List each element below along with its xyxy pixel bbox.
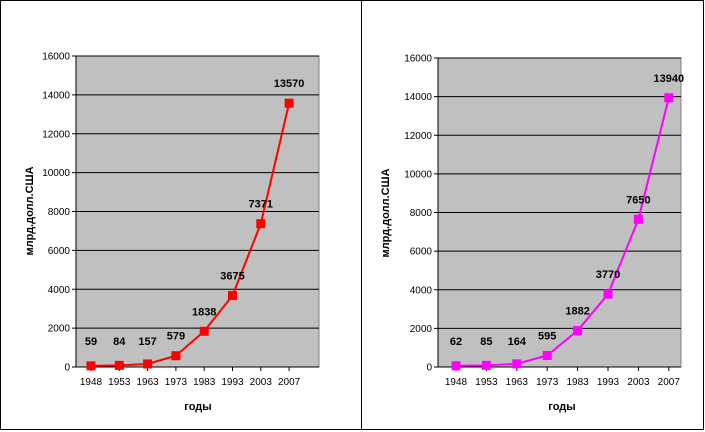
- x-tick-label: 2003: [250, 377, 273, 388]
- y-tick-label: 2000: [48, 324, 71, 335]
- y-tick-label: 8000: [48, 207, 71, 218]
- data-label: 164: [508, 336, 527, 348]
- data-label: 59: [85, 336, 97, 348]
- chart-right: 0 2000 4000 6000 8000 10000 12000 14000 16000 194…: [380, 54, 685, 414]
- y-tick-label: 8000: [410, 208, 433, 219]
- y-tick-label: 12000: [42, 129, 70, 140]
- x-tick-label: 1948: [80, 377, 103, 388]
- data-point: [114, 360, 124, 370]
- chart-left: 0 2000 4000 6000 8000 10000 12000 14000 16000 194…: [24, 52, 320, 413]
- y-tick-label: 4000: [410, 285, 433, 296]
- data-point: [86, 361, 96, 371]
- y-tick-label: 12000: [404, 131, 432, 142]
- y-axis-title: млрд.долл.США: [380, 168, 392, 257]
- data-label: 579: [167, 331, 185, 343]
- data-label: 13940: [654, 73, 685, 85]
- data-label: 13570: [274, 78, 305, 90]
- x-tick-label: 1973: [536, 377, 559, 388]
- x-tick-label: 1993: [597, 377, 620, 388]
- data-label: 1882: [565, 306, 589, 318]
- data-label: 3770: [596, 269, 620, 281]
- data-label: 3675: [220, 271, 244, 283]
- x-tick-label: 1973: [165, 377, 188, 388]
- y-tick-label: 16000: [42, 52, 70, 63]
- y-tick-label: 10000: [404, 169, 432, 180]
- data-point: [573, 326, 583, 336]
- y-tick-label: 14000: [42, 90, 70, 101]
- data-label: 7650: [626, 194, 650, 206]
- data-point: [228, 291, 237, 301]
- y-tick-label: 14000: [404, 92, 432, 103]
- data-label: 85: [480, 336, 492, 348]
- x-tick-label: 2003: [627, 377, 650, 388]
- series-line: [90, 103, 291, 367]
- series-line: [455, 97, 670, 367]
- data-point: [603, 289, 613, 299]
- data-label: 84: [113, 336, 126, 348]
- x-axis-title: годы: [548, 401, 575, 413]
- data-label: 157: [138, 336, 156, 348]
- y-tick-label: 10000: [42, 168, 70, 179]
- data-point: [664, 93, 674, 103]
- x-tick-label: 1963: [136, 377, 159, 388]
- y-tick-label: 0: [426, 363, 432, 374]
- x-tick-label: 1993: [221, 377, 244, 388]
- y-tick-label: 6000: [48, 246, 71, 257]
- x-tick-label: 2007: [658, 377, 681, 388]
- data-point: [199, 326, 209, 336]
- data-point: [512, 359, 522, 369]
- x-tick-label: 1953: [108, 377, 131, 388]
- y-tick-label: 4000: [48, 285, 71, 296]
- data-label: 1838: [192, 306, 216, 318]
- x-tick-label: 2007: [278, 377, 301, 388]
- y-tick-label: 0: [64, 363, 70, 374]
- y-tick-label: 2000: [410, 324, 433, 335]
- y-axis-title: млрд.долл.США: [24, 166, 36, 255]
- data-point: [284, 98, 294, 108]
- x-tick-label: 1983: [193, 377, 216, 388]
- chart-panel-right: 0 2000 4000 6000 8000 10000 12000 14000 16000 194…: [361, 0, 704, 430]
- x-tick-label: 1953: [475, 377, 498, 388]
- data-point: [171, 351, 181, 361]
- chart-panel-left: 0 2000 4000 6000 8000 10000 12000 14000 16000 194…: [0, 0, 362, 430]
- data-point: [451, 361, 461, 371]
- data-point: [633, 214, 643, 224]
- data-label: 595: [538, 331, 556, 343]
- x-tick-label: 1963: [506, 377, 529, 388]
- x-tick-label: 1948: [445, 377, 468, 388]
- y-tick-label: 16000: [404, 54, 432, 65]
- data-point: [143, 359, 153, 369]
- data-label: 7371: [249, 199, 273, 211]
- y-tick-label: 6000: [410, 247, 433, 258]
- data-label: 62: [450, 336, 462, 348]
- data-point: [542, 351, 552, 361]
- data-point: [481, 360, 491, 370]
- x-tick-label: 1983: [566, 377, 589, 388]
- x-axis-title: годы: [184, 401, 211, 413]
- data-point: [256, 219, 266, 229]
